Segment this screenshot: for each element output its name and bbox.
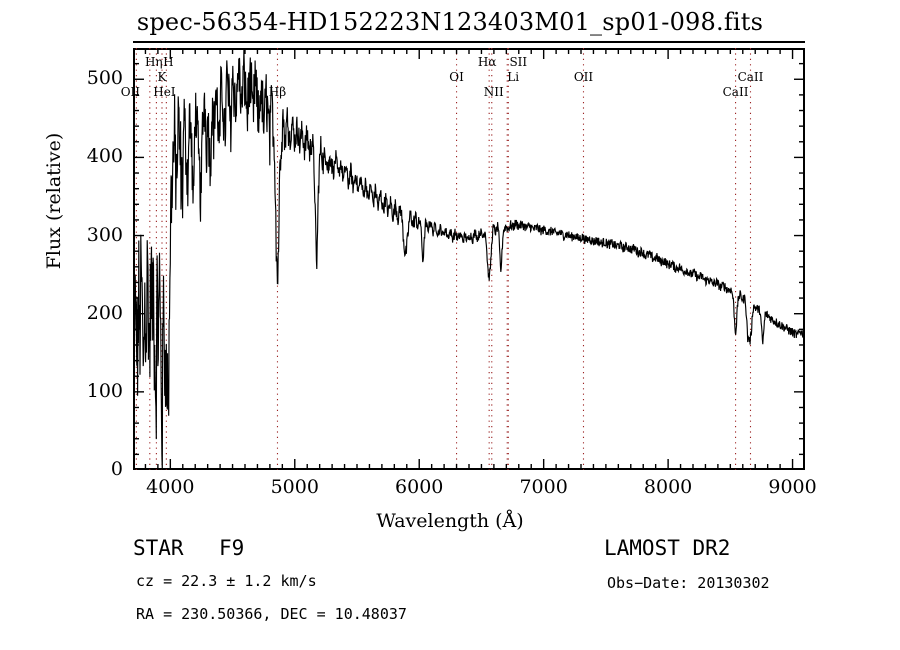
line-label-OII: OII bbox=[120, 85, 141, 99]
line-label-OII: OII bbox=[573, 70, 594, 84]
line-label-HeI: HeI bbox=[153, 85, 176, 99]
x-axis-label: Wavelength (Å) bbox=[376, 510, 524, 532]
x-tick-8000: 8000 bbox=[643, 476, 693, 498]
x-tick-4000: 4000 bbox=[146, 476, 195, 498]
y-tick-300: 300 bbox=[86, 223, 123, 246]
object-type: STAR bbox=[133, 536, 184, 560]
x-tick-9000: 9000 bbox=[768, 476, 817, 498]
line-label-OI: OI bbox=[449, 70, 464, 84]
y-tick-500: 500 bbox=[86, 67, 123, 90]
x-tick-7000: 7000 bbox=[519, 476, 568, 498]
line-label-CaII: CaII bbox=[722, 85, 749, 99]
obs-date: Obs−Date: 20130302 bbox=[607, 574, 770, 592]
y-tick-100: 100 bbox=[86, 379, 123, 402]
line-label-SII: SII bbox=[509, 55, 528, 69]
y-tick-0: 0 bbox=[110, 458, 123, 480]
line-label-H: H bbox=[163, 55, 174, 69]
line-label-NII: NII bbox=[483, 85, 504, 99]
spectrum-trace bbox=[133, 49, 805, 470]
coordinates: RA = 230.50366, DEC = 10.48037 bbox=[136, 605, 407, 623]
x-tick-5000: 5000 bbox=[270, 476, 319, 498]
line-label-CaII: CaII bbox=[737, 70, 764, 84]
page-title: spec-56354-HD152223N123403M01_sp01-098.f… bbox=[136, 8, 764, 36]
survey-name: LAMOST DR2 bbox=[604, 536, 731, 560]
x-tick-6000: 6000 bbox=[395, 476, 444, 498]
spectrum-plot bbox=[133, 48, 805, 470]
line-label-Hα: Hα bbox=[477, 55, 497, 69]
line-label-K: K bbox=[157, 70, 167, 84]
line-label-Hβ: Hβ bbox=[268, 85, 287, 99]
y-tick-200: 200 bbox=[86, 301, 123, 324]
spectral-class: F9 bbox=[219, 536, 245, 560]
line-label-Hη: Hη bbox=[144, 55, 163, 69]
y-axis-label: Flux (relative) bbox=[43, 132, 65, 270]
line-label-Li: Li bbox=[507, 70, 520, 84]
y-tick-400: 400 bbox=[86, 145, 123, 168]
title-underline bbox=[133, 41, 805, 43]
cz-value: cz = 22.3 ± 1.2 km/s bbox=[136, 572, 317, 590]
